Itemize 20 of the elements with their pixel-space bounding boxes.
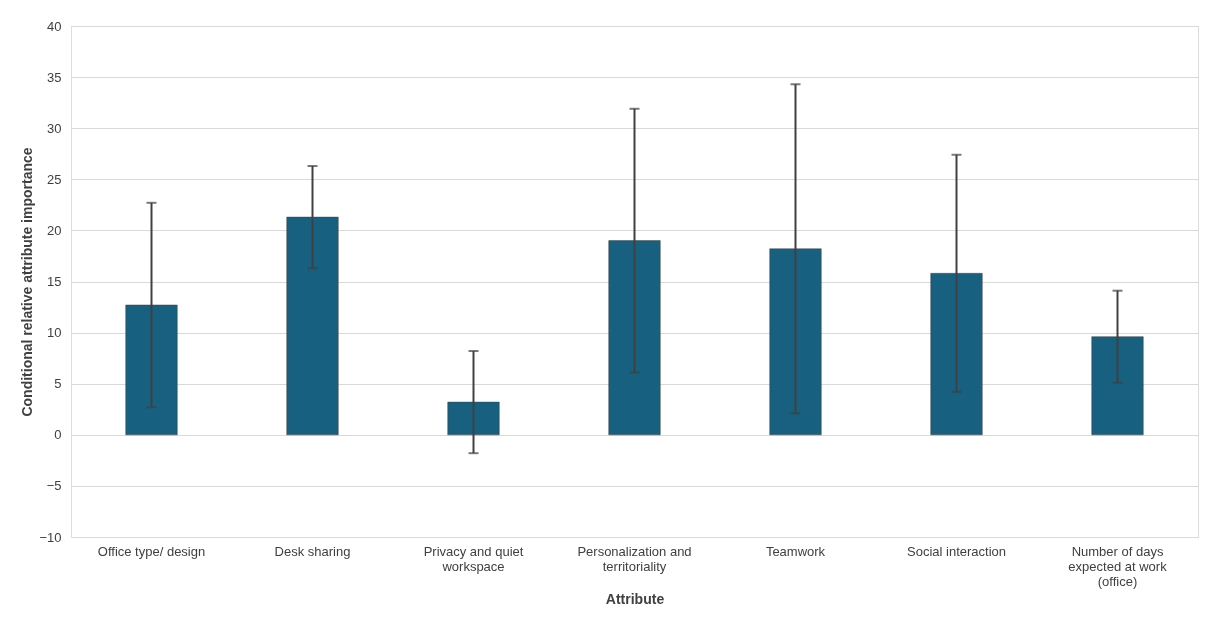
y-tick-label: −10 <box>39 529 62 545</box>
x-tick-label: Personalization and territoriality <box>577 543 692 574</box>
x-tick-label: Teamwork <box>765 543 826 559</box>
y-tick-label: 25 <box>47 171 62 187</box>
y-axis-title: Conditional relative attribute importance <box>19 147 36 417</box>
x-tick-label: Social interaction <box>907 543 1006 559</box>
y-tick-label: 40 <box>47 18 62 34</box>
y-tick-label: −5 <box>46 478 62 494</box>
x-tick-label: Privacy and quiet workspace <box>423 543 524 574</box>
y-tick-label: 0 <box>54 427 62 443</box>
x-tick-label: Number of days expected at work (office) <box>1068 543 1168 589</box>
y-tick-label: 30 <box>47 120 62 136</box>
x-tick-label: Desk sharing <box>274 543 351 559</box>
x-tick-label: Office type/ design <box>97 543 206 559</box>
y-tick-label: 15 <box>47 274 62 289</box>
y-tick-label: 10 <box>47 325 62 341</box>
y-tick-label: 5 <box>54 376 62 392</box>
y-tick-label: 35 <box>47 69 62 85</box>
y-tick-label: 20 <box>47 222 62 238</box>
x-axis-title: Attribute <box>605 590 665 607</box>
